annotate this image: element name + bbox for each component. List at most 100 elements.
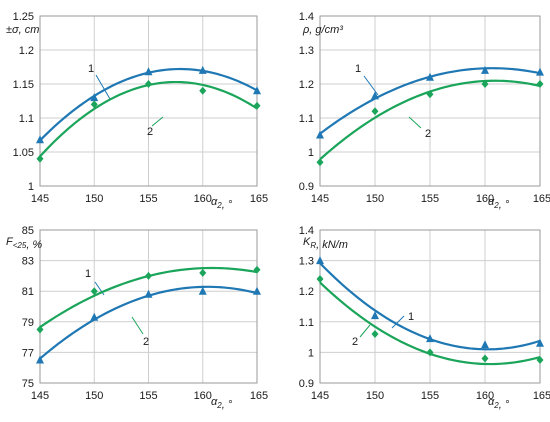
series-1-point	[426, 72, 434, 81]
y-tick-label: 0.9	[299, 181, 314, 193]
series-2-point	[253, 101, 261, 110]
series-2-point	[90, 287, 98, 296]
plot-frame	[319, 15, 541, 187]
curve-label-leader	[363, 75, 379, 96]
series-1-point	[316, 256, 324, 265]
series-2-point	[145, 271, 152, 280]
x-tick-label: 160	[476, 193, 494, 205]
x-axis-label: α2, °	[211, 196, 233, 211]
series-1-point	[426, 334, 434, 343]
series-1-point	[36, 355, 44, 364]
y-tick-label: 1.1	[299, 113, 314, 125]
y-axis-label: KR, kN/m	[303, 236, 348, 251]
series-2-point	[253, 265, 261, 274]
y-tick-label: 79	[22, 317, 34, 329]
series-1-point	[90, 93, 99, 102]
x-tick-label: 150	[85, 193, 103, 205]
curve-label: 1	[85, 268, 91, 280]
x-tick-label: 160	[194, 193, 212, 205]
series-2-point	[36, 325, 44, 334]
series-1-point	[198, 65, 207, 74]
x-tick-label: 160	[476, 390, 494, 402]
y-tick-label: 1.25	[13, 11, 34, 23]
y-tick-label: 1.05	[13, 147, 34, 159]
series-2-point	[36, 154, 44, 163]
series-1-point	[371, 91, 379, 100]
plot-frame	[39, 229, 258, 384]
y-tick-label: 1	[28, 181, 34, 193]
series-1-point	[90, 312, 99, 321]
series-2-point	[371, 107, 379, 116]
y-tick-label: 1.3	[299, 45, 314, 57]
y-tick-label: 0.9	[299, 378, 314, 390]
series-2-point	[316, 274, 324, 283]
x-tick-label: 165	[533, 390, 550, 402]
y-tick-label: 1.3	[299, 256, 314, 268]
series-2-point	[426, 348, 434, 357]
series-2-point	[145, 80, 152, 88]
y-axis-label: ρ, g/cm³	[302, 24, 343, 36]
series-1-point	[481, 65, 489, 74]
curve-label: 1	[88, 63, 94, 75]
x-tick-label: 150	[85, 390, 103, 402]
x-tick-label: 155	[421, 193, 439, 205]
series-2-point	[90, 100, 98, 109]
curve-label-leader	[359, 324, 371, 338]
curve-label: 2	[147, 126, 153, 138]
series-2-point	[481, 354, 489, 363]
x-tick-label: 160	[194, 390, 212, 402]
x-tick-label: 145	[311, 193, 329, 205]
curve-label-leader	[131, 316, 144, 335]
y-tick-label: 77	[22, 347, 34, 359]
curve-label-leader	[391, 315, 405, 329]
series-2-point	[199, 86, 207, 95]
series-1-point	[253, 86, 261, 95]
series-1-point	[536, 67, 544, 76]
series-1-point	[36, 135, 44, 144]
curve-label-leader	[151, 116, 164, 127]
series-1-point	[198, 286, 207, 295]
x-axis-label: α2, °	[211, 396, 233, 411]
y-tick-label: 75	[22, 378, 34, 390]
y-tick-label: 1.4	[299, 225, 314, 237]
curve-label-leader	[408, 116, 422, 129]
curve-label: 2	[143, 336, 149, 348]
series-2-point	[316, 158, 324, 167]
series-2-point	[426, 90, 434, 99]
x-axis-label: α2, °	[488, 196, 510, 211]
y-tick-label: 1.1	[299, 317, 314, 329]
y-tick-label: 1.2	[19, 45, 34, 57]
series-2-point	[536, 356, 544, 365]
y-tick-label: 1.15	[13, 79, 34, 91]
y-tick-label: 1.1	[19, 113, 34, 125]
y-tick-label: 1.2	[299, 286, 314, 298]
x-tick-label: 165	[250, 390, 268, 402]
series-1-point	[144, 289, 153, 298]
x-tick-label: 155	[421, 390, 439, 402]
series-1-point	[144, 67, 153, 76]
x-tick-label: 155	[139, 390, 157, 402]
series-1-point	[371, 311, 379, 320]
x-tick-label: 165	[533, 193, 550, 205]
series-1-point	[481, 340, 489, 349]
y-axis-label: F<25, %	[6, 236, 42, 251]
x-tick-label: 165	[250, 193, 268, 205]
series-2-point	[536, 80, 544, 88]
x-axis-label: α2, °	[488, 396, 510, 411]
x-tick-label: 155	[139, 193, 157, 205]
y-tick-label: 1.2	[299, 79, 314, 91]
x-tick-label: 150	[366, 390, 384, 402]
curve-label: 1	[408, 311, 414, 323]
series-2-point	[371, 330, 379, 339]
series-2-point	[481, 80, 489, 88]
curve-label: 2	[425, 128, 431, 140]
x-tick-label: 145	[31, 390, 49, 402]
y-tick-label: 1	[308, 147, 314, 159]
x-tick-label: 145	[31, 193, 49, 205]
curve-label: 1	[355, 63, 361, 75]
curve-label-leader	[95, 74, 111, 100]
y-tick-label: 85	[22, 225, 34, 237]
plot-frame	[319, 229, 541, 384]
